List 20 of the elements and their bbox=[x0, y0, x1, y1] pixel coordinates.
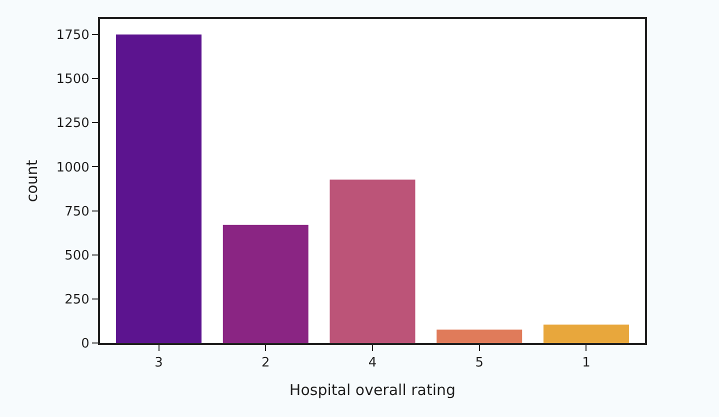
bar bbox=[330, 180, 416, 343]
y-tick-label: 1750 bbox=[56, 28, 90, 44]
x-tick-label: 4 bbox=[368, 356, 377, 371]
bar bbox=[116, 34, 202, 343]
bar bbox=[222, 224, 308, 343]
bar bbox=[543, 324, 629, 343]
y-tick-label: 1500 bbox=[56, 72, 90, 88]
y-tick-label: 1250 bbox=[56, 116, 90, 132]
y-tick-label: 1000 bbox=[56, 160, 90, 176]
bar bbox=[436, 330, 522, 343]
y-tick-label: 0 bbox=[81, 336, 90, 352]
y-tick-label: 500 bbox=[64, 248, 90, 264]
x-tick-label: 3 bbox=[154, 356, 163, 371]
x-tick-label: 2 bbox=[262, 356, 270, 371]
y-tick-label: 750 bbox=[64, 204, 90, 220]
x-tick-label: 5 bbox=[475, 356, 484, 371]
x-axis-title: Hospital overall rating bbox=[289, 381, 456, 400]
x-tick-label: 1 bbox=[582, 356, 590, 371]
y-tick-label: 250 bbox=[64, 292, 90, 308]
y-axis-title: count bbox=[23, 160, 42, 202]
